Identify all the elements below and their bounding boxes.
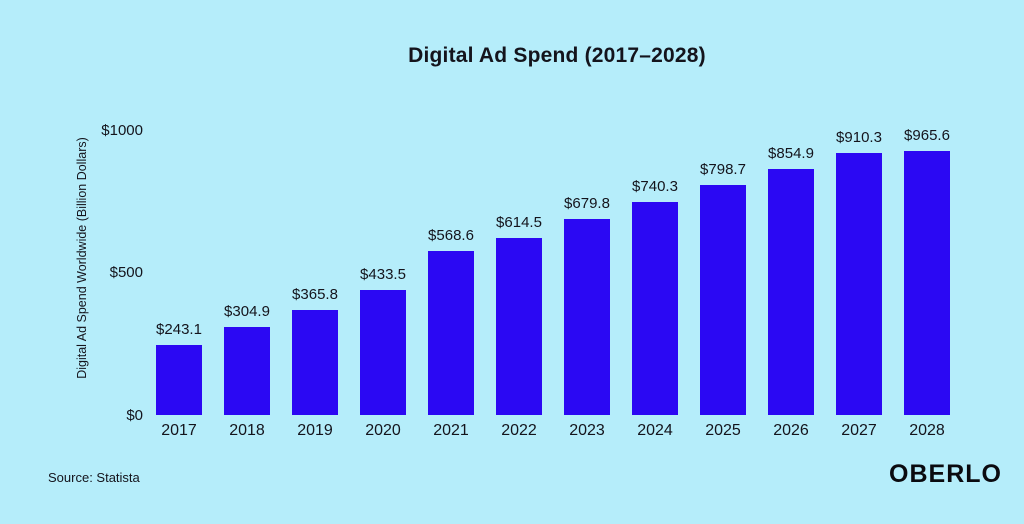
bar-value-label: $243.1 [156,321,202,338]
bar-group-2018: $304.9 2018 [224,127,270,439]
bar-value-label: $965.6 [904,127,950,144]
bar-group-2026: $854.9 2026 [768,127,814,439]
x-tick-label: 2017 [161,422,197,439]
bar-group-2022: $614.5 2022 [496,127,542,439]
x-tick-label: 2018 [229,422,265,439]
bar-value-label: $614.5 [496,214,542,232]
bar [496,238,542,415]
bar-group-2020: $433.5 2020 [360,127,406,439]
bar [632,201,678,415]
bar [836,152,882,415]
bar-value-label: $365.8 [292,285,338,303]
bar-value-label: $433.5 [360,266,406,284]
y-axis-title: Digital Ad Spend Worldwide (Billion Doll… [75,137,89,379]
x-tick-label: 2020 [365,422,401,439]
bar-value-label: $910.3 [836,128,882,146]
bar [564,219,610,415]
bar [292,309,338,415]
bar-group-2025: $798.7 2025 [700,127,746,439]
bar-group-2019: $365.8 2019 [292,127,338,439]
bar-group-2028: $965.6 2028 [904,127,950,439]
bar [224,327,270,415]
bar-group-2027: $910.3 2027 [836,127,882,439]
bar-value-label: $854.9 [768,144,814,162]
y-tick-0: $0 [126,407,143,424]
y-tick-1000: $1000 [101,122,143,139]
x-tick-label: 2019 [297,422,333,439]
bar-group-2024: $740.3 2024 [632,127,678,439]
bar-value-label: $798.7 [700,160,746,178]
bar-value-label: $679.8 [564,195,610,213]
source-note: Source: Statista [48,470,140,485]
bar [700,184,746,415]
bar [768,168,814,415]
y-tick-500: $500 [109,264,143,281]
bar [428,251,474,415]
bar [156,345,202,415]
x-tick-label: 2024 [637,422,673,439]
x-tick-label: 2021 [433,422,469,439]
bar-group-2023: $679.8 2023 [564,127,610,439]
x-tick-label: 2028 [909,422,945,439]
bar-value-label: $740.3 [632,177,678,195]
bar-value-label: $568.6 [428,227,474,245]
bar [904,151,950,415]
bar-group-2017: $243.1 2017 [156,127,202,439]
plot-area: $243.1 2017 $304.9 2018 $365.8 2019 $433.5 2020… [156,127,950,439]
bar-group-2021: $568.6 2021 [428,127,474,439]
x-tick-label: 2025 [705,422,741,439]
oberlo-logo: OBERLO [889,460,1002,488]
bar [360,290,406,415]
x-tick-label: 2026 [773,422,809,439]
x-tick-label: 2027 [841,422,877,439]
bar-value-label: $304.9 [224,303,270,321]
x-tick-label: 2023 [569,422,605,439]
chart-title: Digital Ad Spend (2017–2028) [408,44,706,67]
x-tick-label: 2022 [501,422,537,439]
